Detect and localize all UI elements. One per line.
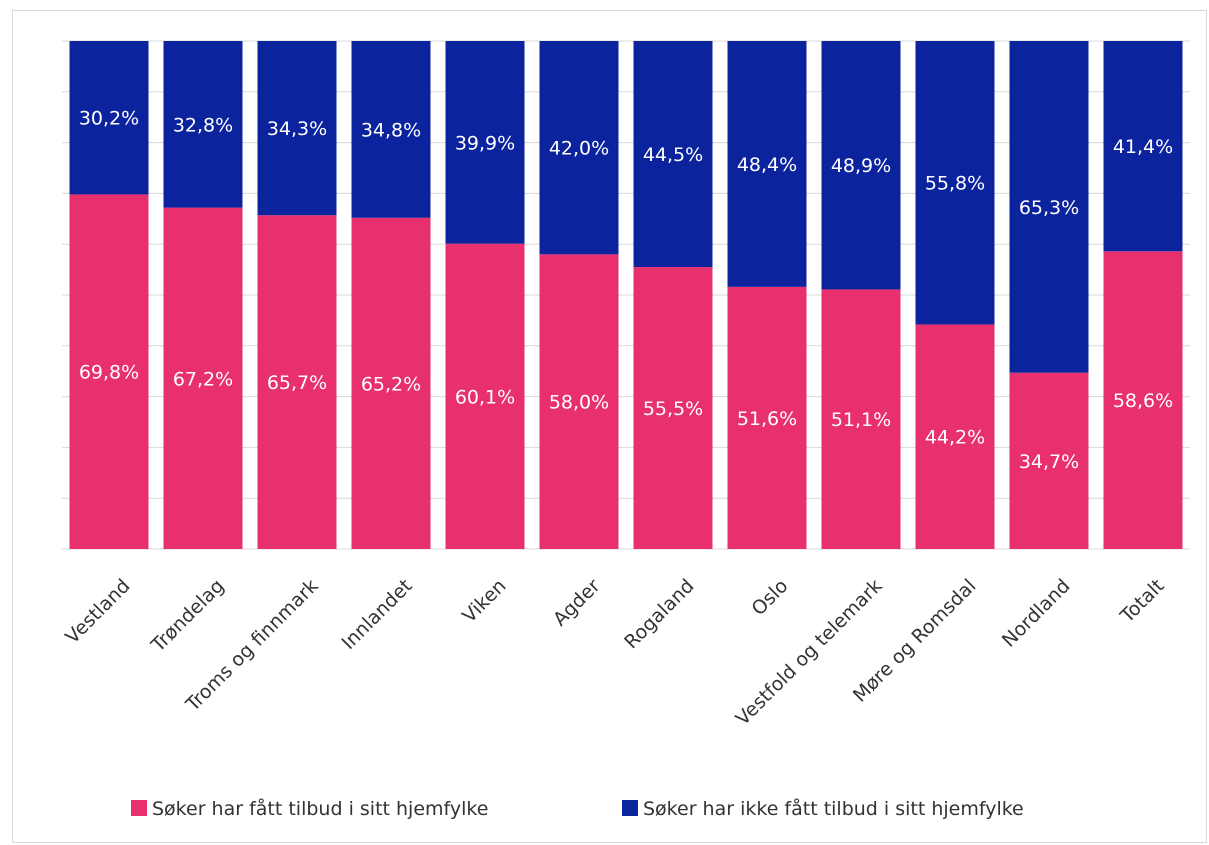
data-label: 34,7% (1019, 451, 1079, 473)
bar-segment-not-offered (727, 41, 807, 287)
x-tick-label: Trøndelag (146, 575, 228, 657)
x-tick-label: Rogaland (620, 575, 698, 653)
x-tick-label: Nordland (998, 575, 1075, 652)
data-label: 44,5% (643, 144, 703, 166)
legend-label: Søker har fått tilbud i sitt hjemfylke (152, 797, 488, 820)
data-label: 48,4% (737, 154, 797, 176)
data-label: 41,4% (1113, 136, 1173, 158)
bar-segment-offered (257, 215, 337, 549)
legend-label: Søker har ikke fått tilbud i sitt hjemfy… (643, 797, 1024, 820)
data-label: 67,2% (173, 368, 233, 390)
data-label: 30,2% (79, 108, 139, 130)
x-tick-label: Vestland (61, 575, 134, 648)
bar-segment-offered (351, 217, 431, 549)
bars (69, 41, 1183, 550)
data-label: 51,6% (737, 408, 797, 430)
bar-segment-not-offered (1103, 41, 1183, 252)
x-tick-label: Viken (458, 575, 510, 627)
bar-segment-not-offered (633, 41, 713, 268)
x-tick-label: Totalt (1116, 575, 1169, 628)
data-label: 55,8% (925, 173, 985, 195)
data-label: 32,8% (173, 114, 233, 136)
bar-segment-offered (163, 207, 243, 549)
data-label: 58,0% (549, 392, 609, 414)
bar-segment-not-offered (821, 41, 901, 290)
bar-segment-not-offered (351, 41, 431, 218)
bar-segment-not-offered (257, 41, 337, 216)
data-label: 48,9% (831, 155, 891, 177)
bar-segment-not-offered (445, 41, 525, 244)
legend: Søker har fått tilbud i sitt hjemfylke Sø… (131, 797, 1024, 820)
legend-swatch (622, 800, 638, 816)
bar-segment-offered (915, 324, 995, 549)
bar-segment-not-offered (915, 41, 995, 325)
bar-segment-offered (633, 267, 713, 549)
data-label: 55,5% (643, 398, 703, 420)
bar-segment-not-offered (69, 41, 149, 195)
bar-segment-offered (1009, 372, 1089, 549)
x-tick-label: Agder (549, 575, 605, 631)
data-label: 65,2% (361, 373, 421, 395)
bar-segment-offered (1103, 251, 1183, 549)
data-label: 44,2% (925, 427, 985, 449)
data-label: 39,9% (455, 132, 515, 154)
data-label: 34,3% (267, 118, 327, 140)
bar-segment-offered (821, 289, 901, 549)
bar-segment-offered (69, 194, 149, 549)
data-label: 69,8% (79, 362, 139, 384)
legend-swatch (131, 800, 147, 816)
bar-segment-not-offered (163, 41, 243, 208)
bar-segment-offered (445, 243, 525, 549)
bar-segment-offered (727, 286, 807, 549)
data-label: 65,7% (267, 372, 327, 394)
data-label: 65,3% (1019, 197, 1079, 219)
data-label: 60,1% (455, 386, 515, 408)
data-label: 42,0% (549, 138, 609, 160)
bar-segment-offered (539, 254, 619, 550)
bar-segment-not-offered (1009, 41, 1089, 373)
x-tick-label: Oslo (747, 575, 792, 620)
bar-segment-not-offered (539, 41, 619, 255)
data-label: 58,6% (1113, 390, 1173, 412)
x-tick-label: Innlandet (337, 575, 416, 654)
data-label: 34,8% (361, 119, 421, 141)
data-label: 51,1% (831, 409, 891, 431)
data-labels: 69,8% 30,2% 67,2% 32,8% 65,7% 34,3% 65,2% 34,8%… (79, 108, 1173, 473)
gridlines (62, 40, 1190, 550)
